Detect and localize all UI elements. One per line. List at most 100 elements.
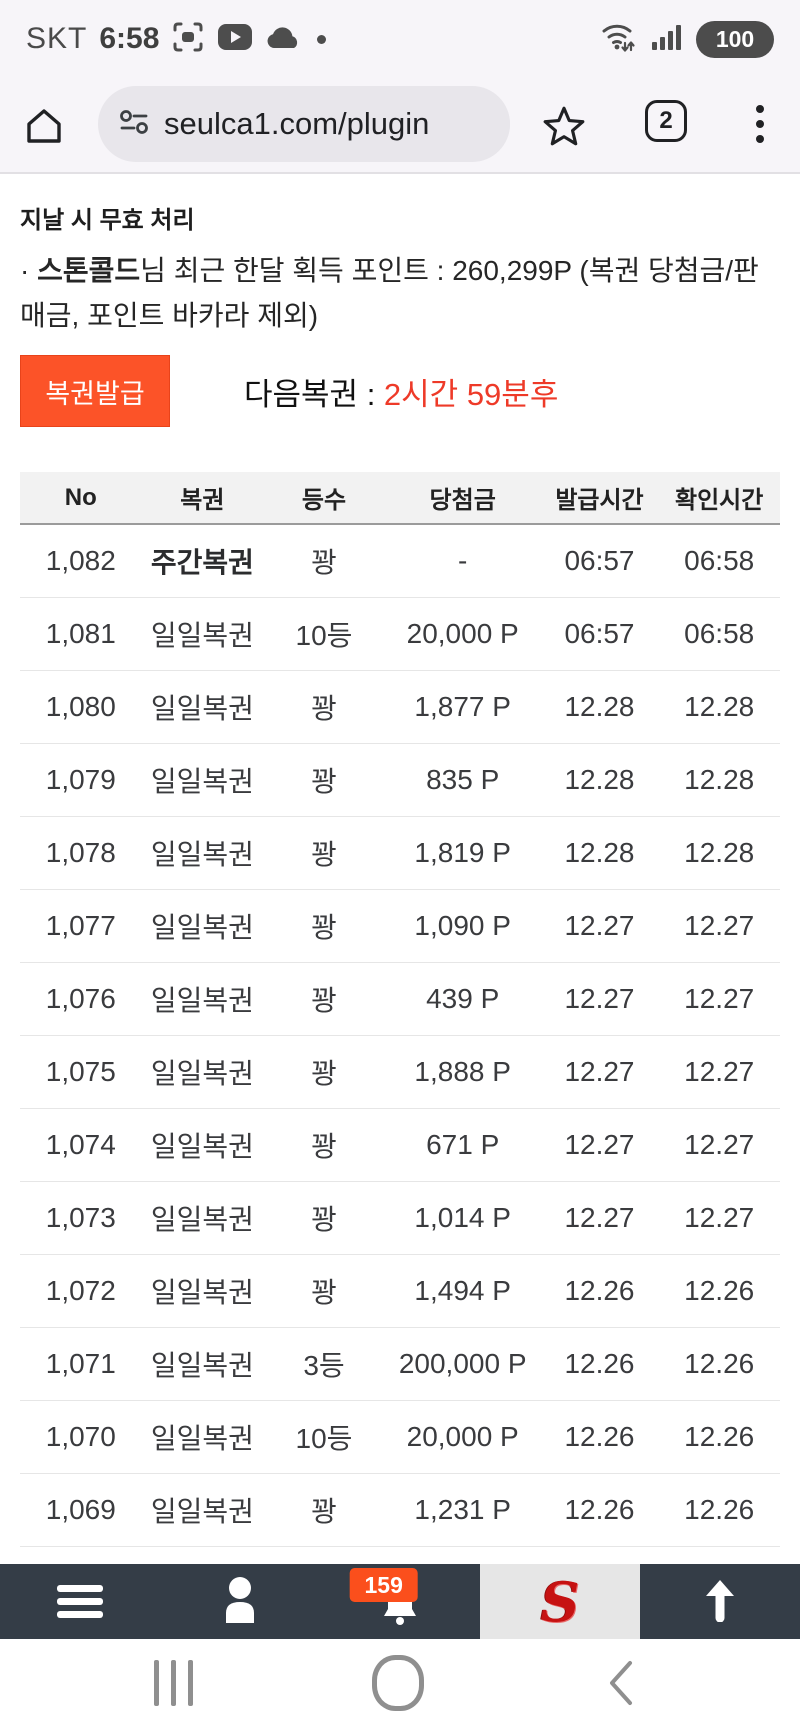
cell-no: 1,080 bbox=[20, 670, 142, 744]
cell-no: 1,073 bbox=[20, 1181, 142, 1255]
cell-issued: 12.26 bbox=[540, 1254, 659, 1328]
cell-checked: 12.27 bbox=[658, 1108, 780, 1182]
wifi-icon bbox=[600, 21, 638, 58]
youtube-icon bbox=[217, 23, 253, 56]
cell-issued: 12.28 bbox=[540, 743, 659, 817]
cell-lottery: 일일복권 bbox=[141, 889, 264, 963]
browser-menu-button[interactable] bbox=[749, 100, 771, 148]
cell-rank: 꽝 bbox=[263, 1473, 385, 1547]
cell-no: 1,078 bbox=[20, 816, 142, 890]
cell-prize: 1,877 P bbox=[384, 670, 541, 744]
cell-rank: 꽝 bbox=[263, 1108, 385, 1182]
cell-checked: 12.28 bbox=[658, 743, 780, 817]
cell-no: 1,070 bbox=[20, 1400, 142, 1474]
table-row: 1,076 일일복권 꽝 439 P 12.27 12.27 bbox=[20, 962, 780, 1036]
points-summary: · 스톤콜드님 최근 한달 획득 포인트 : 260,299P (복권 당첨금/… bbox=[20, 248, 778, 338]
cell-checked: 12.27 bbox=[658, 1181, 780, 1255]
bullet: · bbox=[20, 255, 38, 286]
site-settings-icon[interactable] bbox=[118, 107, 150, 142]
next-draw-label: 다음복권 : bbox=[244, 376, 384, 412]
cell-rank: 10등 bbox=[263, 597, 385, 671]
cell-prize: 1,819 P bbox=[384, 816, 541, 890]
cell-issued: 12.28 bbox=[540, 670, 659, 744]
carrier-label: SKT bbox=[26, 22, 88, 55]
cell-issued: 06:57 bbox=[540, 597, 659, 671]
cell-lottery: 주간복권 bbox=[141, 524, 264, 598]
cell-issued: 06:57 bbox=[540, 524, 659, 598]
cell-no: 1,072 bbox=[20, 1254, 142, 1328]
table-row: 1,070 일일복권 10등 20,000 P 12.26 12.26 bbox=[20, 1400, 780, 1474]
profile-nav-button[interactable] bbox=[160, 1564, 320, 1639]
notification-dot bbox=[317, 34, 327, 44]
cell-rank: 꽝 bbox=[263, 889, 385, 963]
bookmark-star-icon[interactable] bbox=[541, 103, 587, 154]
android-home-button[interactable] bbox=[372, 1655, 424, 1711]
cell-prize: 835 P bbox=[384, 743, 541, 817]
cell-checked: 06:58 bbox=[658, 524, 780, 598]
header-issued: 발급시간 bbox=[540, 472, 659, 525]
cell-checked: 12.26 bbox=[658, 1400, 780, 1474]
cell-lottery: 일일복권 bbox=[141, 1108, 264, 1182]
cell-prize: 20,000 P bbox=[384, 597, 541, 671]
cell-issued: 12.28 bbox=[540, 816, 659, 890]
cell-issued: 12.26 bbox=[540, 1400, 659, 1474]
cell-lottery: 일일복권 bbox=[141, 962, 264, 1036]
cell-lottery: 일일복권 bbox=[141, 1327, 264, 1401]
cell-prize: 200,000 P bbox=[384, 1327, 541, 1401]
next-draw-countdown: 2시간 59분후 bbox=[383, 376, 559, 412]
cell-prize: 1,494 P bbox=[384, 1254, 541, 1328]
url-text[interactable]: seulca1.com/plugin bbox=[164, 106, 430, 141]
cell-lottery: 일일복권 bbox=[141, 1254, 264, 1328]
recents-button[interactable] bbox=[154, 1660, 193, 1706]
notifications-nav-button[interactable]: 159 bbox=[320, 1564, 480, 1639]
header-prize: 당첨금 bbox=[384, 472, 541, 525]
android-nav-bar bbox=[0, 1639, 800, 1734]
issue-lottery-button[interactable]: 복권발급 bbox=[20, 355, 170, 427]
smart-capture-icon bbox=[171, 20, 205, 59]
address-bar[interactable]: seulca1.com/plugin bbox=[98, 86, 510, 162]
cell-prize: - bbox=[384, 524, 541, 598]
status-bar: SKT 6:58 bbox=[0, 0, 800, 78]
cell-issued: 12.27 bbox=[540, 889, 659, 963]
cell-no: 1,082 bbox=[20, 524, 142, 598]
site-bottom-nav: 159 S bbox=[0, 1564, 800, 1639]
menu-nav-button[interactable] bbox=[0, 1564, 160, 1639]
up-arrow-icon bbox=[698, 1576, 742, 1627]
cell-checked: 06:58 bbox=[658, 597, 780, 671]
cell-issued: 12.26 bbox=[540, 1327, 659, 1401]
cell-checked: 12.26 bbox=[658, 1254, 780, 1328]
cell-lottery: 일일복권 bbox=[141, 1400, 264, 1474]
table-row: 1,069 일일복권 꽝 1,231 P 12.26 12.26 bbox=[20, 1473, 780, 1547]
site-logo-button[interactable]: S bbox=[480, 1564, 640, 1639]
cell-lottery: 일일복권 bbox=[141, 1035, 264, 1109]
cell-checked: 12.27 bbox=[658, 962, 780, 1036]
cell-lottery: 일일복권 bbox=[141, 743, 264, 817]
table-row: 1,073 일일복권 꽝 1,014 P 12.27 12.27 bbox=[20, 1181, 780, 1255]
table-row: 1,077 일일복권 꽝 1,090 P 12.27 12.27 bbox=[20, 889, 780, 963]
home-button[interactable] bbox=[22, 104, 66, 153]
table-header-row: No 복권 등수 당첨금 발급시간 확인시간 bbox=[20, 472, 780, 525]
scroll-top-button[interactable] bbox=[640, 1564, 800, 1639]
cell-prize: 1,014 P bbox=[384, 1181, 541, 1255]
cell-issued: 12.27 bbox=[540, 1035, 659, 1109]
cell-checked: 12.27 bbox=[658, 1035, 780, 1109]
cell-issued: 12.27 bbox=[540, 1181, 659, 1255]
cell-no: 1,081 bbox=[20, 597, 142, 671]
cell-lottery: 일일복권 bbox=[141, 816, 264, 890]
cell-lottery: 일일복권 bbox=[141, 597, 264, 671]
lottery-table-body: 1,082 주간복권 꽝 - 06:57 06:58 1,081 일일복권 10… bbox=[20, 524, 780, 1620]
cell-rank: 10등 bbox=[263, 1400, 385, 1474]
cell-checked: 12.27 bbox=[658, 889, 780, 963]
browser-toolbar: seulca1.com/plugin 2 bbox=[0, 78, 800, 174]
points-summary-text: 님 최근 한달 획득 포인트 : 260,299P (복권 당첨금/판매금, 포… bbox=[20, 255, 759, 331]
tab-switcher-button[interactable]: 2 bbox=[645, 100, 687, 142]
cell-no: 1,077 bbox=[20, 889, 142, 963]
cell-checked: 12.26 bbox=[658, 1327, 780, 1401]
table-row: 1,075 일일복권 꽝 1,888 P 12.27 12.27 bbox=[20, 1035, 780, 1109]
back-button[interactable] bbox=[604, 1655, 636, 1716]
cell-rank: 꽝 bbox=[263, 743, 385, 817]
person-icon bbox=[218, 1575, 262, 1628]
table-row: 1,071 일일복권 3등 200,000 P 12.26 12.26 bbox=[20, 1327, 780, 1401]
table-row: 1,082 주간복권 꽝 - 06:57 06:58 bbox=[20, 524, 780, 598]
